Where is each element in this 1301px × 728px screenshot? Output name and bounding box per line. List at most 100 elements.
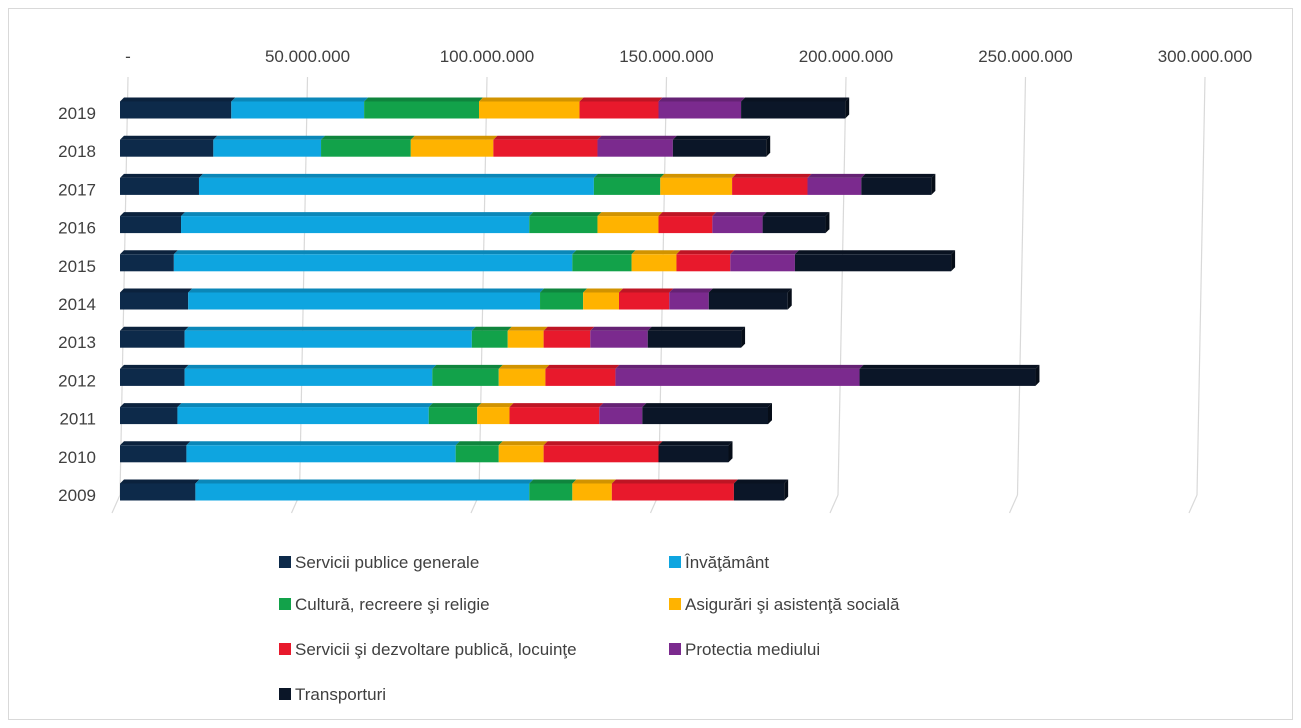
bar-segment (120, 216, 182, 234)
bar-segment-top (658, 97, 746, 102)
bar-segment (762, 216, 826, 234)
bar-segment-top (794, 250, 956, 255)
bar-segment-top (455, 441, 503, 446)
bar-segment-top (545, 364, 620, 369)
bar-segment (120, 407, 178, 425)
bar-segment-top (321, 135, 415, 140)
bar-segment (861, 177, 932, 195)
bar-segment-top (807, 173, 866, 178)
legend-item: Asigurări şi asistenţă socială (669, 595, 900, 614)
bar-segment (120, 101, 232, 119)
bar-segment (184, 368, 433, 386)
gridline (837, 76, 847, 496)
y-tick-label: 2011 (59, 410, 96, 429)
bar-segment (173, 254, 573, 272)
legend-label: Servicii publice generale (295, 553, 479, 572)
bar-segment-top (120, 364, 189, 369)
bar-segment (186, 445, 456, 463)
bar-segment-top (730, 250, 799, 255)
bar-segment-top (658, 212, 717, 217)
bar-segment (120, 254, 174, 272)
bar-segment (658, 445, 729, 463)
bar-segment (120, 368, 185, 386)
bar-segment (120, 330, 185, 348)
bar-segment-top (498, 364, 550, 369)
bar-segment-top (631, 250, 681, 255)
bar-segment-top (184, 326, 476, 331)
bar-segment (615, 368, 860, 386)
bar-segment (611, 483, 734, 501)
bar-segment (428, 407, 478, 425)
legend-item: Cultură, recreere şi religie (279, 595, 490, 614)
y-tick-label: 2013 (58, 333, 96, 352)
bar-segment-top (861, 173, 936, 178)
y-tick-label: 2012 (58, 371, 96, 390)
legend-item: Transporturi (279, 685, 386, 704)
bar-segment-top (597, 212, 663, 217)
bar-end-cap (951, 250, 956, 272)
y-tick-label: 2014 (58, 295, 96, 314)
bar-segment-top (672, 135, 771, 140)
bar-segment-top (647, 326, 746, 331)
bar-end-cap (1035, 364, 1040, 386)
bar-segment-top (120, 288, 193, 293)
bar-segment-top (479, 97, 584, 102)
bar-segment (619, 292, 670, 310)
bar-segment (120, 292, 189, 310)
x-tick-label: 50.000.000 (265, 47, 350, 66)
bars (120, 97, 1040, 501)
bar-segment-top (120, 135, 218, 140)
bar-segment (177, 407, 429, 425)
bar-segment (733, 483, 785, 501)
bar-segment-top (660, 173, 737, 178)
bar-segment (195, 483, 530, 501)
x-tick-label: 200.000.000 (799, 47, 894, 66)
bar-segment-top (669, 288, 713, 293)
bar-segment (181, 216, 530, 234)
y-tick-label: 2018 (58, 142, 96, 161)
bar-segment (493, 139, 598, 157)
bar-row-2012 (120, 364, 1040, 386)
bar-segment (597, 216, 659, 234)
bar-segment (507, 330, 544, 348)
bar-segment-top (428, 403, 482, 408)
bar-segment-top (543, 441, 663, 446)
y-tick-label: 2015 (58, 257, 96, 276)
bar-segment (708, 292, 788, 310)
y-tick-label: 2019 (58, 104, 96, 123)
legend-label: Servicii şi dezvoltare publică, locuinţe (295, 640, 577, 659)
bar-segment-top (195, 479, 534, 484)
bar-segment (794, 254, 952, 272)
bar-segment-top (593, 173, 665, 178)
bar-segment-top (120, 97, 236, 102)
bar-segment-top (198, 173, 598, 178)
bar-segment (572, 254, 632, 272)
legend-label: Transporturi (295, 685, 386, 704)
bar-row-2013 (120, 326, 746, 348)
legend-label: Cultură, recreere şi religie (295, 595, 490, 614)
bar-end-cap (766, 135, 771, 157)
bar-segment-top (181, 212, 534, 217)
bar-end-cap (931, 173, 936, 195)
bar-segment-top (572, 250, 636, 255)
bar-segment-top (712, 212, 767, 217)
bar-segment (658, 216, 713, 234)
y-tick-label: 2010 (58, 448, 96, 467)
bar-segment (583, 292, 620, 310)
bar-segment (231, 101, 365, 119)
bar-segment-top (120, 326, 189, 331)
bar-segment (498, 445, 544, 463)
bar-row-2010 (120, 441, 733, 463)
bar-segment-top (732, 173, 812, 178)
bar-segment (529, 483, 573, 501)
y-axis-category-labels: 2019 2018 2017 2016 2015 2014 2013 2012 2011 2010… (58, 104, 96, 505)
bar-segment-top (762, 212, 830, 217)
bar-segment (631, 254, 677, 272)
legend-swatch (279, 556, 291, 568)
bar-segment (660, 177, 733, 195)
bar-segment-top (676, 250, 735, 255)
bar-segment-top (642, 403, 772, 408)
legend-swatch (669, 556, 681, 568)
bar-segment (647, 330, 742, 348)
